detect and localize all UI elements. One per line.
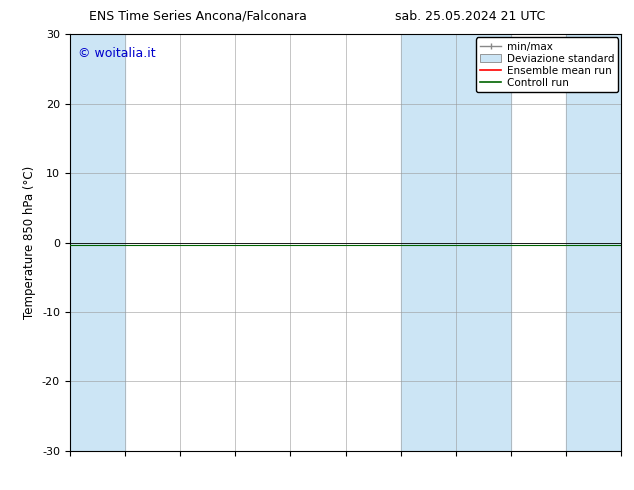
Legend: min/max, Deviazione standard, Ensemble mean run, Controll run: min/max, Deviazione standard, Ensemble m… <box>476 37 618 92</box>
Text: sab. 25.05.2024 21 UTC: sab. 25.05.2024 21 UTC <box>395 10 545 23</box>
Bar <box>566 34 621 451</box>
Text: © woitalia.it: © woitalia.it <box>78 47 155 60</box>
Text: ENS Time Series Ancona/Falconara: ENS Time Series Ancona/Falconara <box>89 10 307 23</box>
Bar <box>70 34 125 451</box>
Bar <box>401 34 511 451</box>
Y-axis label: Temperature 850 hPa (°C): Temperature 850 hPa (°C) <box>23 166 36 319</box>
